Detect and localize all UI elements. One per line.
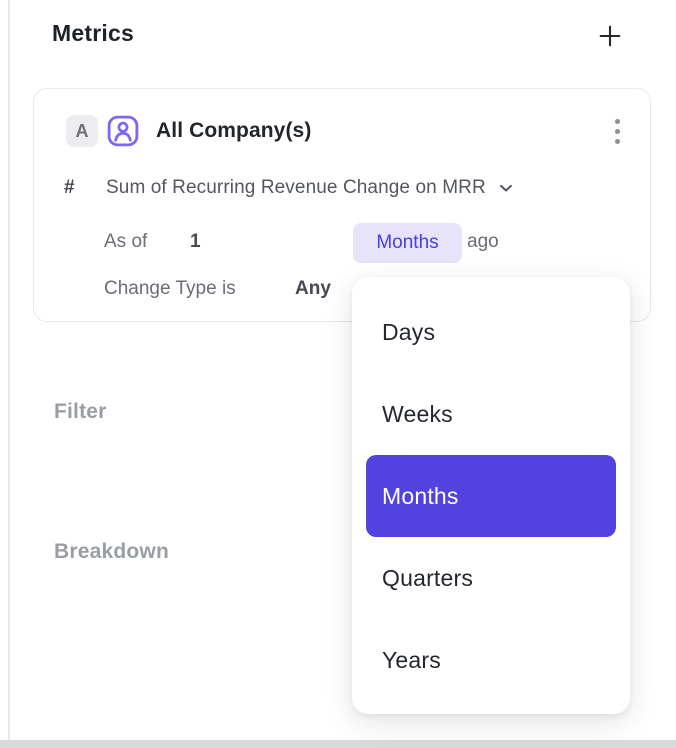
as-of-label: As of bbox=[104, 231, 148, 252]
dropdown-option-months[interactable]: Months bbox=[366, 455, 616, 537]
metric-selector[interactable]: Sum of Recurring Revenue Change on MRR bbox=[106, 177, 486, 198]
metric-card: A All Company(s) # Sum of Recurring Reve… bbox=[33, 88, 651, 322]
add-metric-button[interactable] bbox=[594, 20, 626, 52]
plus-icon bbox=[599, 25, 621, 47]
kebab-menu-icon[interactable] bbox=[609, 115, 626, 148]
page-title: Metrics bbox=[52, 20, 134, 46]
unit-dropdown-menu: Days Weeks Months Quarters Years bbox=[352, 277, 630, 714]
metric-select-row: # Sum of Recurring Revenue Change on MRR bbox=[34, 174, 626, 202]
dropdown-option-years[interactable]: Years bbox=[382, 646, 441, 673]
as-of-ago-label: ago bbox=[467, 231, 499, 252]
bottom-divider bbox=[0, 740, 676, 748]
breakdown-section-label: Breakdown bbox=[54, 540, 169, 563]
change-type-value[interactable]: Any bbox=[295, 278, 331, 299]
metric-card-header: A All Company(s) bbox=[66, 113, 626, 149]
dropdown-option-weeks[interactable]: Weeks bbox=[382, 400, 453, 427]
entity-selector[interactable]: All Company(s) bbox=[156, 119, 312, 142]
chevron-down-icon[interactable] bbox=[496, 178, 516, 198]
dropdown-option-days[interactable]: Days bbox=[382, 318, 436, 345]
as-of-value-input[interactable]: 1 bbox=[190, 231, 201, 252]
person-icon bbox=[105, 113, 141, 149]
filter-section-label: Filter bbox=[54, 400, 107, 423]
change-type-label: Change Type is bbox=[104, 278, 236, 299]
panel-left-border bbox=[8, 0, 10, 748]
metric-letter-badge: A bbox=[66, 115, 98, 147]
as-of-unit-dropdown-trigger[interactable]: Months bbox=[353, 223, 462, 263]
dropdown-option-quarters[interactable]: Quarters bbox=[382, 564, 474, 591]
number-type-icon: # bbox=[64, 177, 75, 198]
